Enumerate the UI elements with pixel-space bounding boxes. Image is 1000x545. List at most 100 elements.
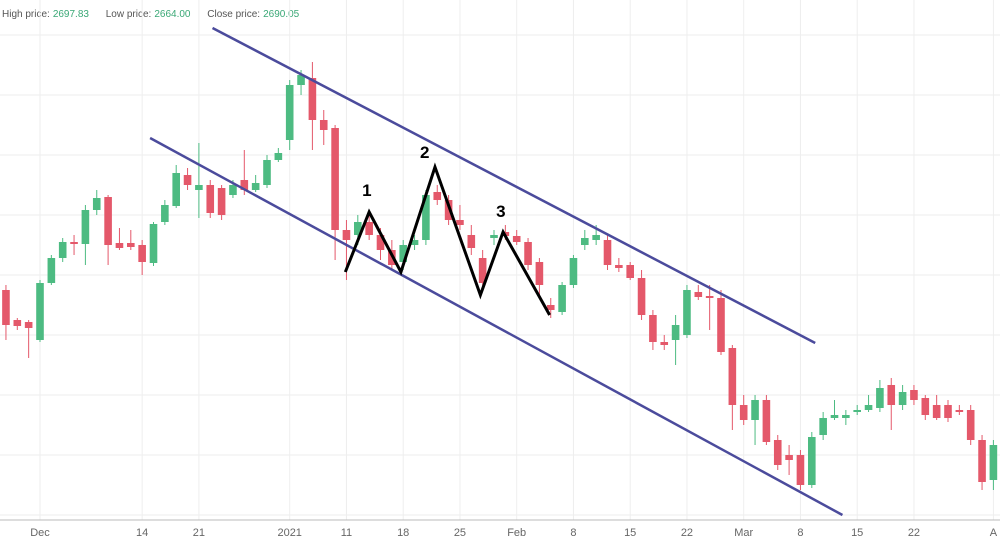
x-tick-label: Feb xyxy=(507,527,526,539)
candle-body xyxy=(955,410,964,412)
candle-body xyxy=(830,415,839,418)
candle-body xyxy=(13,320,22,326)
candle-body xyxy=(251,183,260,190)
candle-body xyxy=(751,400,759,420)
candle-body xyxy=(535,262,544,285)
candle-body xyxy=(36,283,44,340)
candle-body xyxy=(24,322,33,328)
candle-body xyxy=(331,128,339,230)
candle-body xyxy=(183,175,192,185)
candle-body xyxy=(853,410,861,412)
candle-body xyxy=(58,242,67,258)
candle-body xyxy=(739,405,748,420)
candle-body xyxy=(808,437,816,485)
candle-body xyxy=(47,258,56,283)
candle-body xyxy=(512,236,521,242)
x-tick-label: 8 xyxy=(570,527,576,539)
x-tick-label: 15 xyxy=(624,527,636,539)
candle-body xyxy=(81,210,90,244)
candle-body xyxy=(297,75,305,85)
low-value: 2664.00 xyxy=(154,9,191,20)
candle-body xyxy=(399,245,407,262)
x-tick-label: 21 xyxy=(193,527,205,539)
candle-body xyxy=(422,195,430,240)
candle-body xyxy=(887,385,896,405)
high-value: 2697.83 xyxy=(52,9,89,20)
candle-body xyxy=(354,222,362,235)
candle-body xyxy=(149,224,158,263)
trendline xyxy=(149,136,844,517)
x-tick-label: Mar xyxy=(734,527,753,539)
candle-body xyxy=(92,198,101,210)
x-tick-label: 22 xyxy=(681,527,693,539)
candle-body xyxy=(603,240,612,265)
candle-body xyxy=(206,185,215,213)
candle-body xyxy=(467,235,476,248)
candle-body xyxy=(161,205,169,222)
candle-body xyxy=(569,258,578,285)
candle-body xyxy=(217,188,226,215)
candle-body xyxy=(342,230,351,240)
candle-body xyxy=(444,200,453,220)
candle-body xyxy=(944,405,952,418)
annotation: 2 xyxy=(420,143,429,162)
candle-body xyxy=(717,298,725,352)
candle-body xyxy=(240,180,249,190)
low-label: Low price: xyxy=(105,9,152,20)
candle-body xyxy=(966,410,975,440)
candle-body xyxy=(785,455,793,460)
candle-body xyxy=(433,192,442,200)
candle-body xyxy=(694,292,703,297)
candle-body xyxy=(842,415,850,418)
candle-body xyxy=(319,120,328,130)
annotation: 3 xyxy=(496,202,505,221)
candle-body xyxy=(410,240,419,245)
candle-body xyxy=(978,440,986,482)
candle-body xyxy=(229,185,237,195)
candle-body xyxy=(376,235,385,250)
candle-body xyxy=(478,258,487,283)
candle-body xyxy=(773,440,782,465)
candle-body xyxy=(104,197,112,245)
x-tick-label: 8 xyxy=(797,527,803,539)
candle-body xyxy=(705,296,714,298)
candle-body xyxy=(524,242,532,265)
candle-body xyxy=(649,315,657,342)
candle-body xyxy=(796,455,805,485)
x-tick-label: Dec xyxy=(30,527,50,539)
candle-body xyxy=(819,418,827,435)
candle-body xyxy=(728,348,737,405)
candle-body xyxy=(864,405,873,410)
candle-body xyxy=(490,235,498,238)
x-tick-label: 2021 xyxy=(277,527,301,539)
x-tick-label: 14 xyxy=(136,527,148,539)
candle-body xyxy=(683,290,691,335)
candle-body xyxy=(456,220,464,225)
candle-body xyxy=(671,325,680,340)
x-tick-label: 25 xyxy=(454,527,466,539)
candle-body xyxy=(127,243,135,247)
x-tick-label: 15 xyxy=(851,527,863,539)
candle-body xyxy=(274,153,283,160)
candle-body xyxy=(989,445,998,480)
candle-body xyxy=(921,398,930,415)
candle-body xyxy=(581,238,589,245)
x-tick-label: 22 xyxy=(908,527,920,539)
x-tick-label: A xyxy=(990,527,998,539)
candle-body xyxy=(308,78,317,120)
candle-body xyxy=(660,342,669,345)
candle-body xyxy=(172,173,180,206)
high-label: High price: xyxy=(2,9,50,20)
x-tick-label: 11 xyxy=(341,527,352,539)
candle-body xyxy=(115,243,124,248)
candle-body xyxy=(615,265,623,268)
close-label: Close price: xyxy=(207,9,261,20)
candle-body xyxy=(932,405,941,418)
candle-body xyxy=(876,388,884,408)
candle-body xyxy=(592,235,600,240)
price-header: High price: 2697.83 Low price: 2664.00 Clo… xyxy=(2,9,313,20)
trendline xyxy=(343,162,551,316)
candle-body xyxy=(138,245,146,262)
close-value: 2690.05 xyxy=(263,9,300,20)
